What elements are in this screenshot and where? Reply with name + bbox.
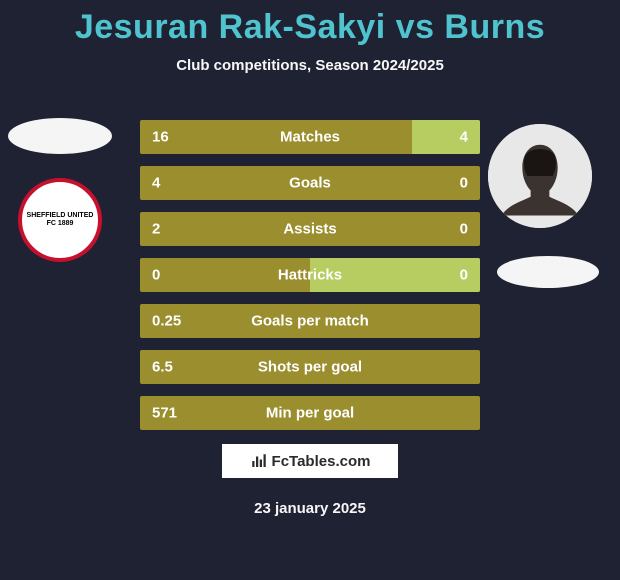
stat-row: 16 Matches 4 — [140, 120, 480, 154]
stat-label: Min per goal — [266, 405, 354, 422]
stat-left-value: 16 — [152, 129, 169, 146]
fctables-logo: FcTables.com — [222, 444, 398, 478]
stat-right-value: 0 — [460, 175, 468, 192]
stat-left-value: 0 — [152, 267, 160, 284]
stat-label: Assists — [283, 221, 336, 238]
stat-row: 2 Assists 0 — [140, 212, 480, 246]
logo-text: FcTables.com — [272, 453, 371, 470]
stat-right-value: 4 — [460, 129, 468, 146]
stat-row: 4 Goals 0 — [140, 166, 480, 200]
stat-left-value: 2 — [152, 221, 160, 238]
subtitle: Club competitions, Season 2024/2025 — [0, 57, 620, 74]
stat-row: 0 Hattricks 0 — [140, 258, 480, 292]
stat-label: Matches — [280, 129, 340, 146]
player-left-avatar-placeholder — [8, 118, 112, 154]
stat-label: Shots per goal — [258, 359, 362, 376]
club-badge-right-placeholder — [497, 256, 599, 288]
player-right-avatar — [488, 124, 592, 228]
club-badge-left: SHEFFIELD UNITED FC 1889 — [18, 178, 102, 262]
stat-label: Goals per match — [251, 313, 369, 330]
club-badge-left-text: SHEFFIELD UNITED FC 1889 — [22, 212, 98, 227]
avatar-silhouette-icon — [488, 124, 592, 228]
stat-label: Goals — [289, 175, 331, 192]
stat-left-value: 571 — [152, 405, 177, 422]
stat-left-value: 0.25 — [152, 313, 181, 330]
stat-row: 0.25 Goals per match — [140, 304, 480, 338]
stat-row: 571 Min per goal — [140, 396, 480, 430]
page-title: Jesuran Rak-Sakyi vs Burns — [0, 0, 620, 47]
stat-right-value: 0 — [460, 267, 468, 284]
stats-container: 16 Matches 4 4 Goals 0 2 Assists 0 0 Hattricks 0 0.2… — [140, 120, 480, 442]
stat-label: Hattricks — [278, 267, 342, 284]
stat-right-value: 0 — [460, 221, 468, 238]
stat-segment-right — [412, 120, 480, 154]
chart-icon — [250, 452, 268, 470]
date-text: 23 january 2025 — [0, 500, 620, 517]
stat-left-value: 6.5 — [152, 359, 173, 376]
stat-left-value: 4 — [152, 175, 160, 192]
stat-row: 6.5 Shots per goal — [140, 350, 480, 384]
